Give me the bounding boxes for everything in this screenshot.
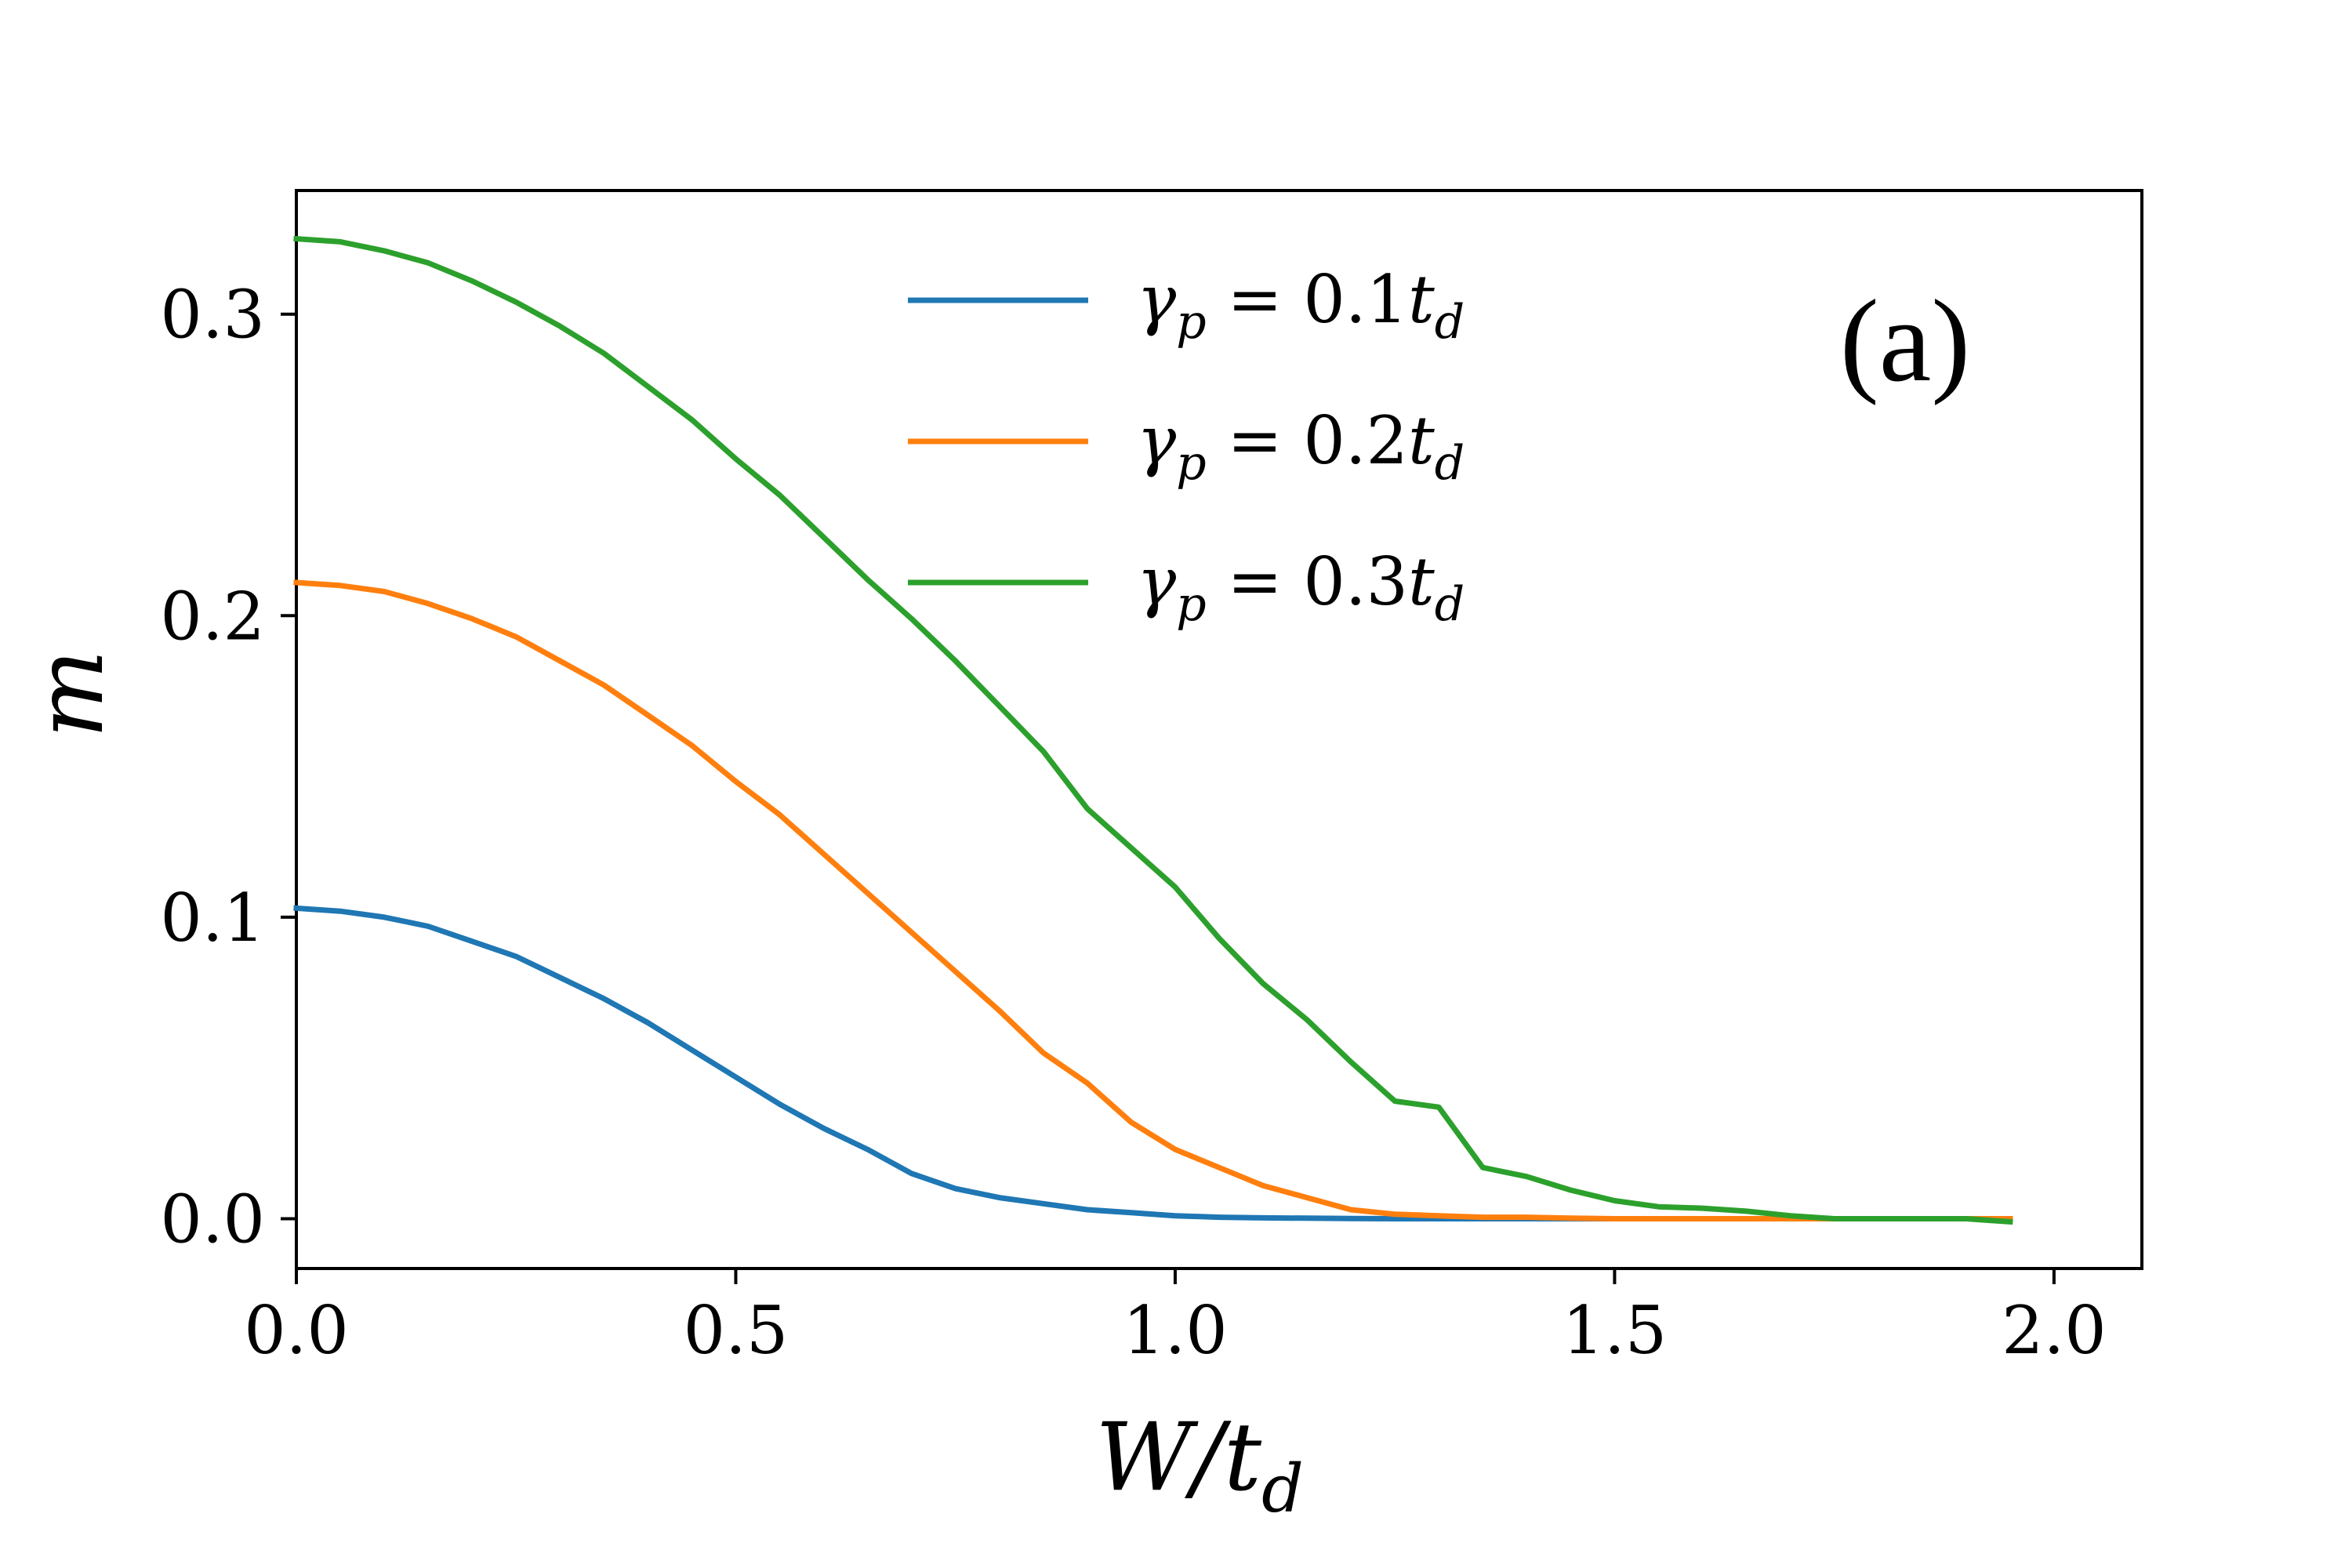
legend-label-3: γp = 0.3td <box>1137 543 1465 632</box>
x-axis-label: W/td <box>1095 1403 1304 1527</box>
x-tick-label: 1.5 <box>1563 1292 1668 1369</box>
x-axis-label-sub: d <box>1261 1450 1304 1527</box>
y-tick-label: 0.2 <box>160 578 265 655</box>
x-axis-label-main: W/t <box>1095 1403 1262 1512</box>
y-tick-label: 0.3 <box>160 277 265 354</box>
series-line-1 <box>293 905 2013 1221</box>
panel-label: (a) <box>1840 276 1970 406</box>
legend-label-1: γp = 0.1td <box>1137 261 1465 350</box>
plot-area-frame <box>295 189 2143 1270</box>
y-axis-label: m <box>16 649 125 739</box>
x-tick-label: 2.0 <box>2002 1292 2107 1369</box>
legend: γp = 0.1td γp = 0.2td γp = 0.3td <box>908 261 1465 632</box>
x-tick-label: 0.5 <box>684 1292 789 1369</box>
x-tick-label: 0.0 <box>244 1292 349 1369</box>
x-tick-label: 1.0 <box>1123 1292 1228 1369</box>
legend-label-2: γp = 0.2td <box>1137 402 1465 491</box>
series-line-2 <box>293 579 2013 1221</box>
ticks-layer: 0.0 0.5 1.0 1.5 2.0 0.0 0.1 0.2 0.3 <box>160 277 2106 1369</box>
y-tick-label: 0.1 <box>160 880 265 956</box>
y-tick-label: 0.0 <box>160 1181 265 1258</box>
series-layer <box>293 235 2013 1225</box>
series-line-3 <box>293 235 2013 1225</box>
